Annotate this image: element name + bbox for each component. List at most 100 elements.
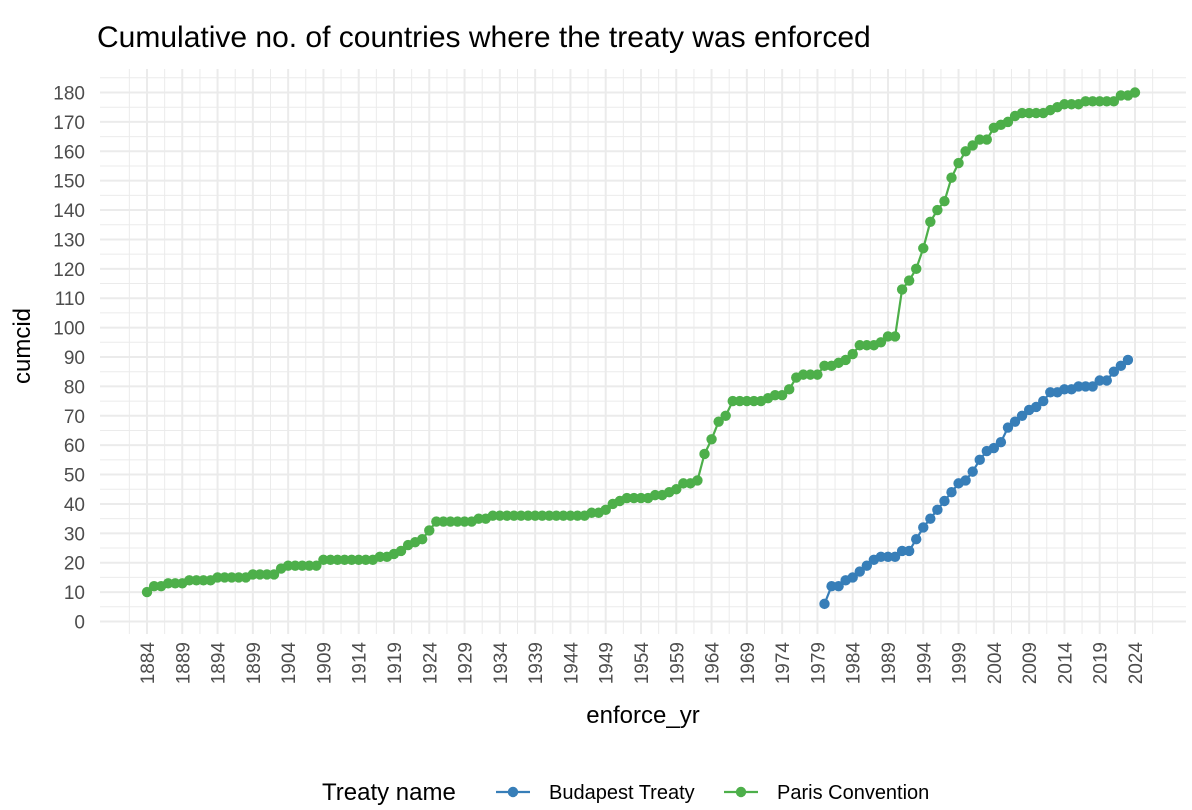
data-point xyxy=(918,243,929,254)
y-tick-label: 110 xyxy=(55,289,85,310)
data-point xyxy=(417,534,428,545)
data-point xyxy=(1129,87,1141,98)
data-point xyxy=(1122,354,1134,366)
x-axis-ticks: 1884 1889 1894 1899 1904 1909 1914 1919 1924 1929… xyxy=(138,642,1147,685)
data-point xyxy=(1115,360,1127,372)
data-point xyxy=(861,560,873,571)
series-paris-convention xyxy=(141,87,1141,598)
data-point xyxy=(840,354,851,366)
x-tick-label: 1894 xyxy=(209,642,230,685)
data-point xyxy=(903,545,915,557)
data-point xyxy=(776,390,788,401)
x-tick-label: 1929 xyxy=(456,642,477,684)
data-point xyxy=(671,484,682,495)
data-point xyxy=(939,495,950,507)
data-point xyxy=(819,598,830,610)
data-point xyxy=(875,337,887,348)
data-point xyxy=(974,454,985,466)
data-point xyxy=(706,434,717,445)
x-tick-label: 1934 xyxy=(491,642,512,685)
data-point xyxy=(896,284,908,295)
y-tick-label: 90 xyxy=(64,348,85,369)
y-tick-label: 100 xyxy=(53,319,85,340)
data-point xyxy=(939,196,950,207)
x-tick-label: 1939 xyxy=(526,642,547,684)
data-point xyxy=(903,275,915,286)
x-tick-label: 1919 xyxy=(385,642,406,684)
x-tick-label: 1969 xyxy=(738,642,759,684)
y-tick-label: 130 xyxy=(53,230,85,251)
legend-label: Budapest Treaty xyxy=(549,782,695,804)
data-point xyxy=(967,466,978,477)
x-tick-label: 1904 xyxy=(279,642,300,685)
data-point xyxy=(911,534,922,545)
x-tick-label: 2004 xyxy=(985,642,1006,685)
y-tick-label: 30 xyxy=(64,524,85,545)
y-tick-label: 120 xyxy=(53,260,85,281)
x-axis-title: enforce_yr xyxy=(586,702,699,729)
y-tick-label: 170 xyxy=(53,113,85,134)
y-tick-label: 50 xyxy=(64,466,85,487)
y-tick-label: 10 xyxy=(64,583,85,604)
data-point xyxy=(911,263,922,275)
legend: Treaty name Budapest Treaty Paris Convent… xyxy=(322,779,929,806)
data-point xyxy=(692,475,703,486)
legend-item-paris-convention: Paris Convention xyxy=(724,782,929,804)
data-point xyxy=(960,146,971,157)
y-tick-label: 0 xyxy=(74,613,85,634)
y-tick-label: 160 xyxy=(53,142,85,163)
legend-label: Paris Convention xyxy=(777,782,929,804)
x-tick-label: 1884 xyxy=(138,642,159,685)
data-point xyxy=(783,384,795,395)
legend-item-budapest-treaty: Budapest Treaty xyxy=(496,782,695,804)
data-point xyxy=(1087,381,1098,392)
data-point xyxy=(946,486,957,498)
data-point xyxy=(995,437,1007,448)
data-point xyxy=(1009,416,1021,427)
x-tick-label: 2014 xyxy=(1055,642,1076,685)
data-point xyxy=(981,134,992,145)
data-point xyxy=(953,157,964,169)
series-layer xyxy=(141,87,1141,610)
data-point xyxy=(812,369,823,380)
data-point xyxy=(141,586,153,598)
x-tick-label: 1994 xyxy=(914,642,935,685)
data-point xyxy=(1030,401,1042,413)
data-point xyxy=(311,560,322,571)
data-point xyxy=(925,513,936,524)
data-point xyxy=(889,331,901,342)
data-point xyxy=(1002,116,1014,128)
data-point xyxy=(967,140,978,151)
data-point xyxy=(932,504,943,516)
data-point xyxy=(720,410,731,421)
x-tick-label: 1964 xyxy=(703,642,724,685)
y-tick-label: 20 xyxy=(64,554,85,575)
data-point xyxy=(889,551,901,563)
data-point xyxy=(1101,375,1112,386)
x-tick-label: 1954 xyxy=(632,642,653,685)
x-tick-label: 1999 xyxy=(950,642,971,684)
series-budapest-treaty xyxy=(819,354,1134,610)
x-tick-label: 1979 xyxy=(808,642,829,684)
x-tick-label: 1984 xyxy=(844,642,865,685)
data-point xyxy=(600,504,611,516)
data-point xyxy=(847,348,858,360)
data-point xyxy=(268,569,280,580)
x-tick-label: 2024 xyxy=(1126,642,1147,685)
x-tick-label: 1914 xyxy=(350,642,371,685)
data-point xyxy=(1108,96,1120,107)
y-tick-label: 70 xyxy=(64,407,85,428)
data-point xyxy=(918,522,929,533)
y-tick-label: 60 xyxy=(64,436,85,457)
data-point xyxy=(925,216,936,228)
x-tick-label: 1889 xyxy=(173,642,194,684)
data-point xyxy=(713,416,724,427)
x-tick-label: 1959 xyxy=(667,642,688,684)
data-point xyxy=(395,545,407,557)
y-axis-ticks: 0 10 20 30 40 50 60 70 80 90 100 110 120 130 140 150 160… xyxy=(53,83,85,633)
data-point xyxy=(833,581,844,592)
x-tick-label: 1974 xyxy=(773,642,794,685)
chart-title: Cumulative no. of countries where the tr… xyxy=(97,21,871,54)
x-tick-label: 1899 xyxy=(244,642,265,684)
data-point xyxy=(988,442,1000,454)
